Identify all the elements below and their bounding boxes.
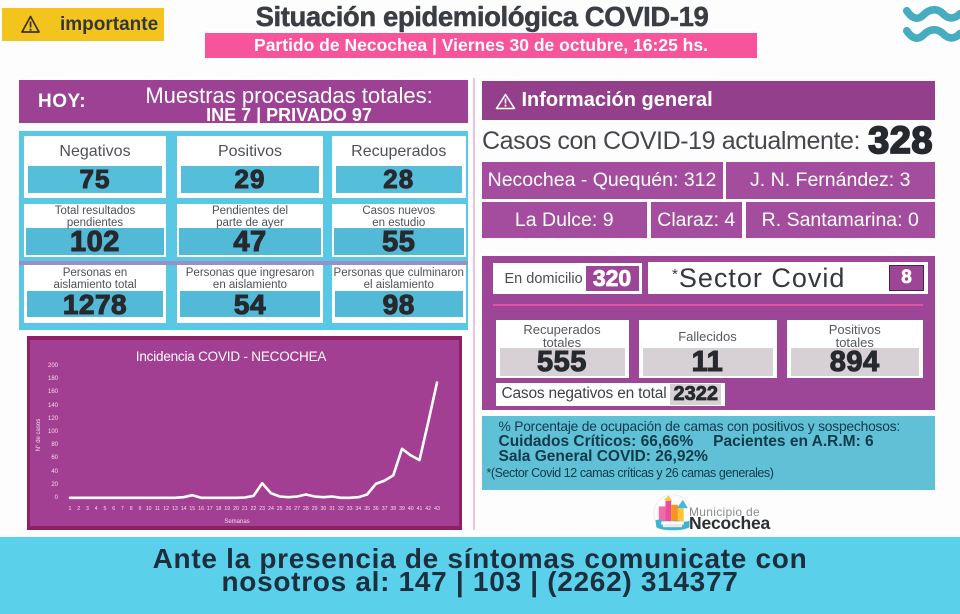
svg-text:21: 21 — [242, 506, 248, 512]
svg-text:40: 40 — [408, 506, 414, 512]
svg-text:41: 41 — [417, 506, 423, 512]
svg-text:20: 20 — [233, 506, 239, 512]
svg-text:180: 180 — [48, 376, 59, 382]
svg-text:34: 34 — [355, 506, 361, 512]
svg-text:13: 13 — [172, 506, 178, 512]
svg-text:26: 26 — [286, 506, 292, 512]
svg-text:11: 11 — [155, 506, 160, 512]
svg-text:100: 100 — [48, 429, 59, 435]
svg-text:14: 14 — [181, 506, 187, 512]
svg-text:29: 29 — [312, 506, 318, 512]
svg-text:12: 12 — [163, 506, 169, 512]
svg-text:28: 28 — [303, 506, 309, 512]
svg-text:17: 17 — [207, 506, 213, 512]
svg-text:160: 160 — [48, 389, 59, 395]
svg-text:25: 25 — [277, 506, 283, 512]
svg-text:42: 42 — [425, 506, 431, 512]
svg-text:36: 36 — [373, 506, 379, 512]
svg-text:120: 120 — [48, 416, 59, 422]
svg-text:31: 31 — [329, 506, 335, 512]
svg-text:33: 33 — [347, 506, 353, 512]
svg-text:20: 20 — [51, 482, 58, 488]
svg-text:23: 23 — [259, 506, 265, 512]
svg-text:Incidencia COVID - NECOCHEA: Incidencia COVID - NECOCHEA — [136, 349, 327, 364]
svg-text:30: 30 — [321, 506, 327, 512]
svg-text:15: 15 — [189, 506, 195, 512]
svg-text:4: 4 — [95, 506, 98, 512]
svg-text:39: 39 — [399, 506, 405, 512]
svg-text:38: 38 — [390, 506, 396, 512]
svg-text:24: 24 — [268, 506, 274, 512]
svg-text:6: 6 — [112, 506, 115, 512]
svg-text:10: 10 — [146, 506, 152, 512]
svg-text:32: 32 — [338, 506, 344, 512]
svg-text:19: 19 — [224, 506, 230, 512]
svg-text:140: 140 — [48, 403, 59, 409]
svg-text:5: 5 — [104, 506, 107, 512]
svg-text:18: 18 — [216, 506, 222, 512]
svg-text:200: 200 — [48, 363, 59, 369]
svg-text:22: 22 — [251, 506, 257, 512]
svg-text:80: 80 — [51, 442, 58, 448]
svg-text:60: 60 — [51, 455, 58, 461]
svg-text:7: 7 — [121, 506, 124, 512]
svg-text:27: 27 — [294, 506, 300, 512]
svg-text:35: 35 — [364, 506, 370, 512]
svg-text:2: 2 — [77, 506, 80, 512]
svg-text:9: 9 — [138, 506, 141, 512]
svg-text:8: 8 — [130, 506, 133, 512]
svg-text:3: 3 — [86, 506, 89, 512]
svg-text:16: 16 — [198, 506, 204, 512]
svg-text:40: 40 — [51, 469, 58, 475]
svg-text:0: 0 — [55, 495, 59, 501]
svg-text:N° de casos: N° de casos — [36, 419, 42, 451]
svg-text:1: 1 — [69, 506, 72, 512]
svg-text:43: 43 — [434, 506, 440, 512]
svg-text:Semanas: Semanas — [224, 519, 249, 525]
svg-text:37: 37 — [382, 506, 388, 512]
